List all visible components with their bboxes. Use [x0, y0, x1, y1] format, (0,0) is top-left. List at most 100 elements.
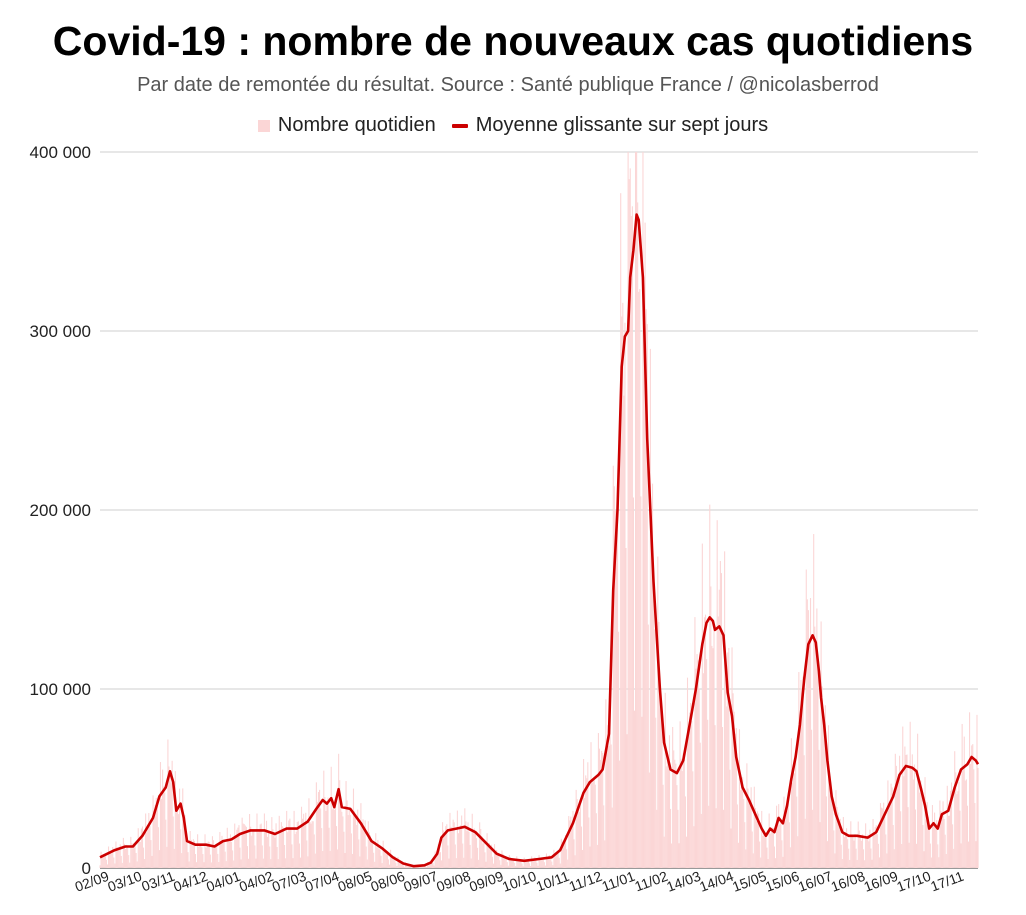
- daily-bar: [470, 858, 472, 868]
- legend-item-average[interactable]: Moyenne glissante sur sept jours: [451, 114, 768, 137]
- daily-bar: [297, 821, 299, 868]
- daily-bar: [241, 817, 243, 868]
- daily-bar: [377, 839, 379, 868]
- daily-bar: [788, 822, 790, 868]
- daily-bar: [603, 805, 605, 868]
- daily-bar: [538, 855, 540, 868]
- daily-bar: [737, 842, 739, 868]
- daily-bar: [801, 692, 803, 868]
- daily-bar: [284, 844, 286, 868]
- daily-bar: [629, 168, 631, 869]
- daily-bar: [561, 841, 563, 868]
- daily-bar: [661, 721, 663, 868]
- daily-bar: [478, 859, 480, 868]
- daily-bar: [304, 825, 306, 868]
- daily-bar: [316, 801, 318, 868]
- daily-bar: [101, 855, 103, 868]
- daily-bar: [540, 859, 542, 868]
- daily-bar: [971, 745, 973, 868]
- daily-bar: [658, 621, 660, 868]
- daily-bar: [511, 860, 514, 868]
- daily-bar: [526, 861, 528, 868]
- daily-bar: [799, 726, 801, 868]
- daily-bar: [668, 735, 671, 868]
- daily-bar: [330, 766, 332, 868]
- daily-bar: [319, 789, 321, 868]
- daily-bar: [637, 202, 639, 869]
- daily-bar: [651, 483, 654, 868]
- daily-bar: [769, 833, 771, 868]
- daily-bar: [294, 834, 296, 868]
- daily-bar: [464, 808, 466, 868]
- daily-bar: [118, 849, 120, 868]
- daily-bar: [864, 860, 866, 868]
- daily-bar: [772, 828, 774, 868]
- daily-bar: [256, 813, 258, 868]
- daily-bar: [269, 846, 271, 868]
- daily-bar: [188, 861, 190, 868]
- daily-bar: [370, 841, 373, 868]
- legend-item-daily[interactable]: Nombre quotidien: [257, 114, 436, 137]
- daily-bar: [507, 865, 509, 868]
- daily-bar: [946, 785, 948, 868]
- daily-bar: [469, 844, 471, 868]
- daily-bar: [542, 859, 544, 868]
- daily-bar: [431, 859, 433, 868]
- daily-bar: [280, 822, 282, 868]
- daily-bar: [628, 179, 630, 868]
- daily-bar: [132, 848, 134, 868]
- daily-bar: [906, 754, 908, 868]
- daily-bar: [169, 771, 171, 868]
- daily-bar: [276, 847, 278, 868]
- daily-bar: [332, 803, 334, 868]
- daily-bar: [527, 858, 529, 868]
- x-tick-label: 17/10: [894, 868, 933, 895]
- daily-bar: [508, 855, 510, 868]
- daily-bar: [785, 814, 787, 868]
- daily-bar: [959, 810, 961, 868]
- legend-label-daily: Nombre quotidien: [277, 114, 436, 136]
- daily-bar: [840, 844, 842, 868]
- daily-bar: [616, 509, 619, 868]
- daily-bar: [581, 849, 584, 868]
- daily-bar: [912, 779, 914, 868]
- daily-bar: [861, 834, 864, 868]
- daily-bar: [910, 766, 912, 868]
- daily-bar: [662, 784, 664, 868]
- daily-bar: [331, 809, 333, 868]
- daily-bar: [553, 849, 555, 868]
- daily-bar: [826, 841, 829, 868]
- daily-bar: [123, 843, 125, 868]
- daily-bar: [843, 836, 845, 868]
- daily-bar: [138, 841, 140, 868]
- daily-bar: [679, 721, 681, 868]
- daily-bar: [621, 316, 623, 868]
- daily-bar: [454, 844, 456, 868]
- daily-bar: [931, 805, 934, 868]
- daily-bar: [684, 796, 686, 868]
- daily-bar: [665, 766, 667, 868]
- daily-bar: [838, 825, 840, 868]
- daily-bar: [716, 520, 718, 868]
- daily-bar: [451, 827, 453, 868]
- daily-bar: [343, 831, 345, 868]
- daily-bar: [252, 830, 254, 868]
- daily-bar: [102, 854, 104, 868]
- daily-bar: [209, 854, 211, 868]
- daily-bar: [639, 289, 641, 868]
- daily-bar: [374, 861, 376, 868]
- daily-bar: [484, 852, 486, 868]
- daily-bar: [848, 848, 850, 868]
- daily-bar: [606, 748, 608, 868]
- daily-bar: [555, 854, 557, 868]
- daily-bar: [397, 856, 399, 868]
- daily-bar: [490, 844, 492, 868]
- daily-bar: [523, 857, 525, 868]
- daily-bar: [857, 821, 859, 868]
- daily-bar: [797, 836, 799, 868]
- daily-bar: [947, 815, 949, 868]
- daily-bar: [566, 849, 568, 868]
- daily-bar: [302, 818, 304, 868]
- daily-bar: [365, 846, 367, 868]
- daily-bar: [473, 828, 475, 868]
